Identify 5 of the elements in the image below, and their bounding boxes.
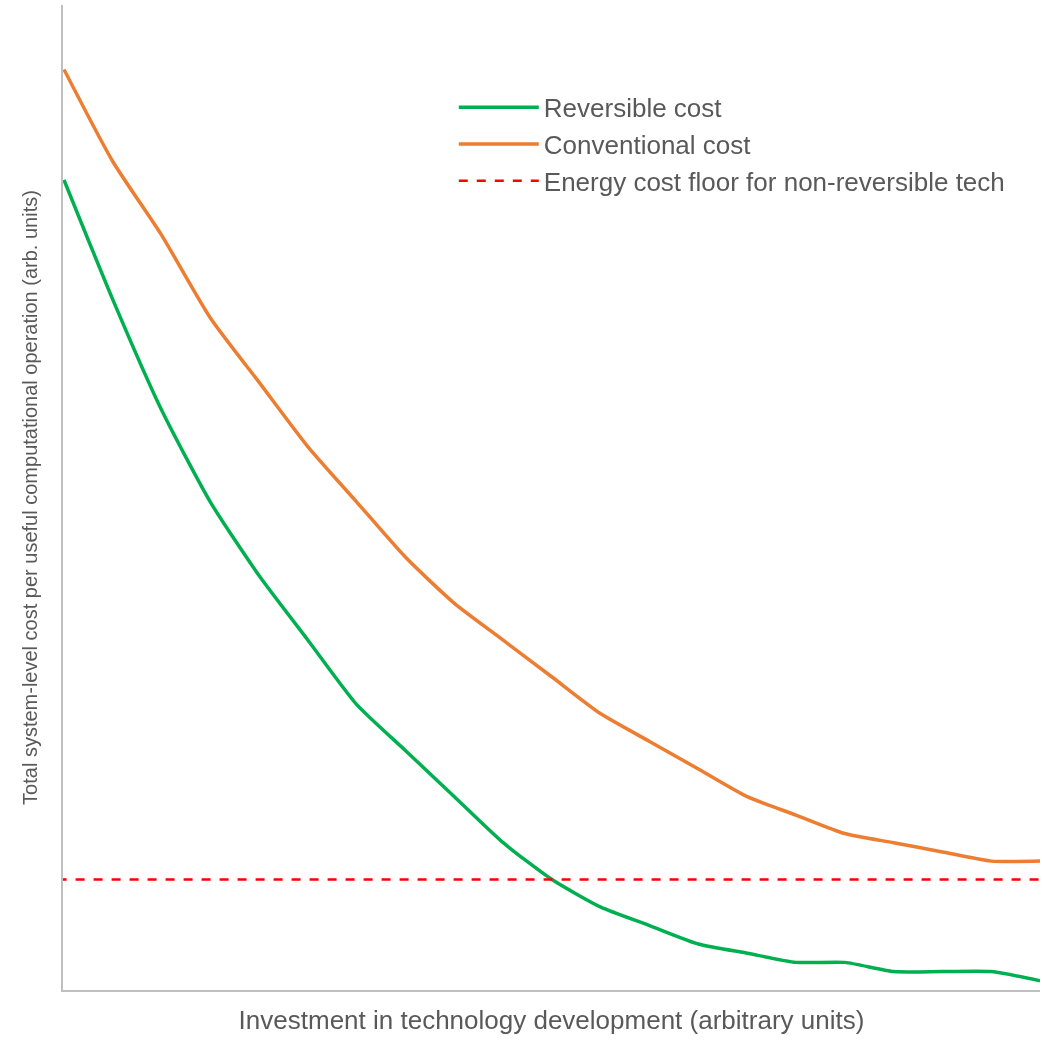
legend-label: Reversible cost [543,93,723,124]
x-axis-title: Investment in technology development (arbitrary units) [238,1004,865,1035]
y-axis-title: Total system-level cost per useful computational operation (arb. units) [19,190,42,805]
legend-label: Conventional cost [543,130,752,161]
legend-label: Energy cost floor for non-reversible tech [543,166,1005,197]
